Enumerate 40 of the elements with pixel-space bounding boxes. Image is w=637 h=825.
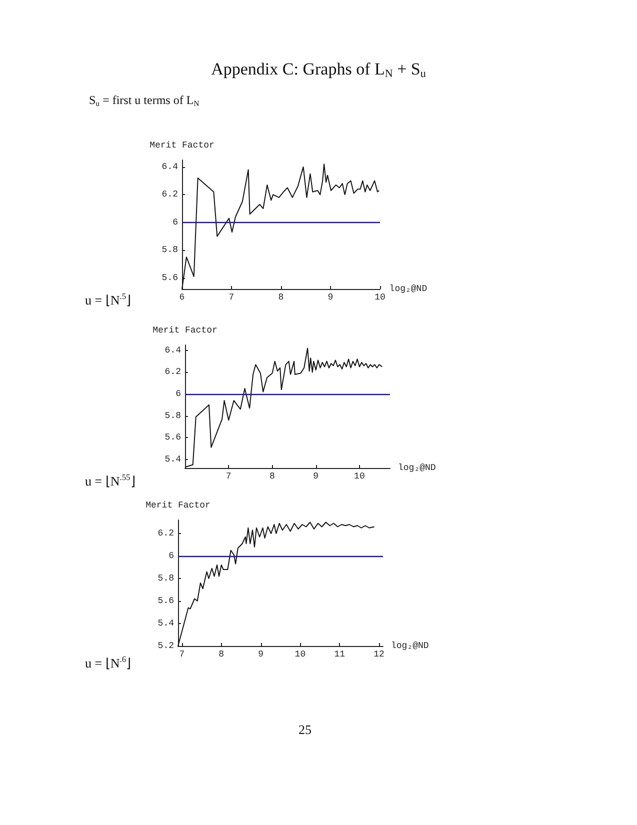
x-axis-title: log₂@ND <box>398 463 436 473</box>
x-tick-label: 7 <box>179 650 185 660</box>
line-series <box>185 348 383 468</box>
x-tick-label: 8 <box>270 472 275 482</box>
y-tick-label: 6.2 <box>164 367 181 378</box>
y-axis-title: Merit Factor <box>146 500 210 510</box>
y-tick-label: 5.8 <box>162 245 178 256</box>
x-tick-label: 9 <box>328 292 334 302</box>
y-tick-label: 6.4 <box>164 345 181 356</box>
y-tick-label: 6.4 <box>162 162 178 172</box>
y-axis-title: Merit Factor <box>152 326 218 336</box>
y-tick-label: 5.6 <box>164 432 181 443</box>
x-tick-label: 8 <box>218 650 224 660</box>
x-tick-label: 7 <box>226 472 232 482</box>
y-tick-label: 6 <box>168 551 174 561</box>
y-tick-label: 6.2 <box>158 528 174 538</box>
x-axis-title: log₂@ND <box>391 641 429 651</box>
x-tick-label: 12 <box>374 650 384 660</box>
x-axis-title: log₂@ND <box>389 284 428 294</box>
y-tick-label: 5.8 <box>164 410 181 421</box>
y-tick-label: 6 <box>176 388 181 399</box>
y-tick-label: 5.8 <box>158 574 174 584</box>
y-tick-label: 5.4 <box>158 618 174 628</box>
x-tick-label: 10 <box>374 292 386 302</box>
y-axis-title: Merit Factor <box>150 140 214 150</box>
y-tick-label: 5.2 <box>158 641 174 651</box>
x-tick-label: 8 <box>278 292 284 302</box>
text: 25 <box>298 722 312 737</box>
y-tick-label: 6 <box>172 217 178 228</box>
x-tick-label: 9 <box>313 472 319 482</box>
y-tick-label: 6.2 <box>162 190 178 200</box>
x-tick-label: 9 <box>258 650 264 660</box>
y-tick-label: 5.4 <box>164 454 181 464</box>
x-tick-label: 11 <box>334 650 346 660</box>
y-tick-label: 5.6 <box>162 272 178 283</box>
x-tick-label: 10 <box>294 650 306 660</box>
line-series <box>182 164 380 290</box>
x-tick-label: 7 <box>228 292 234 302</box>
x-tick-label: 10 <box>354 472 365 482</box>
y-tick-label: 5.6 <box>158 596 174 606</box>
